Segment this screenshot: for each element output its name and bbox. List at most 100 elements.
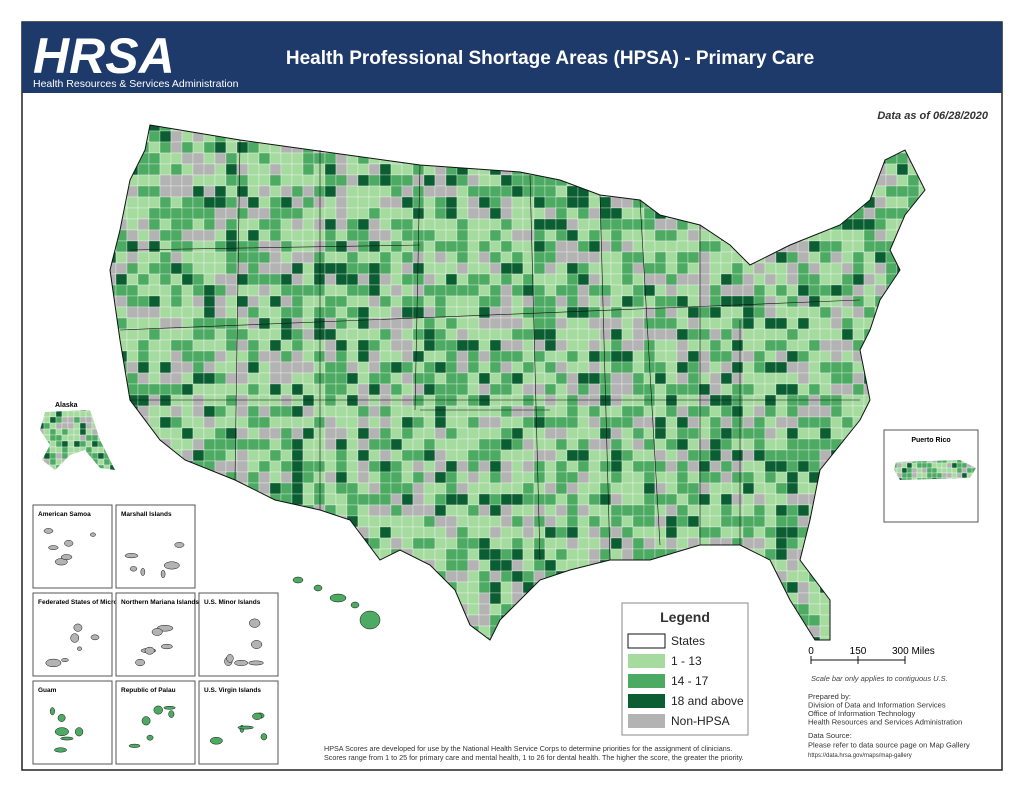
county xyxy=(544,504,557,517)
county xyxy=(753,306,766,319)
county xyxy=(203,295,216,308)
county xyxy=(434,229,447,242)
county xyxy=(500,405,513,418)
county xyxy=(500,196,513,209)
county xyxy=(533,185,546,198)
county xyxy=(676,427,689,440)
county xyxy=(434,317,447,330)
county xyxy=(170,207,183,220)
county xyxy=(236,152,249,165)
county xyxy=(775,295,788,308)
county xyxy=(863,262,876,275)
county xyxy=(676,372,689,385)
county xyxy=(522,174,535,187)
county xyxy=(500,460,513,473)
county xyxy=(55,434,63,442)
county xyxy=(192,295,205,308)
county xyxy=(797,405,810,418)
county xyxy=(500,174,513,187)
county xyxy=(302,328,315,341)
county xyxy=(709,504,722,517)
county xyxy=(291,493,304,506)
county xyxy=(192,427,205,440)
county xyxy=(731,361,744,374)
county xyxy=(302,471,315,484)
county xyxy=(346,218,359,231)
county xyxy=(654,515,667,528)
county xyxy=(926,472,933,479)
county xyxy=(181,152,194,165)
county xyxy=(819,372,832,385)
county xyxy=(841,273,854,286)
county xyxy=(379,504,392,517)
county xyxy=(643,482,656,495)
county xyxy=(445,218,458,231)
county xyxy=(170,427,183,440)
scale-label: 0 xyxy=(808,646,814,657)
county xyxy=(401,251,414,264)
county xyxy=(236,306,249,319)
county xyxy=(775,548,788,561)
county xyxy=(126,218,139,231)
county xyxy=(852,317,865,330)
county xyxy=(302,284,315,297)
county xyxy=(577,405,590,418)
county xyxy=(467,229,480,242)
county xyxy=(555,361,568,374)
county xyxy=(258,174,271,187)
county xyxy=(665,405,678,418)
county xyxy=(379,240,392,253)
county xyxy=(566,504,579,517)
county xyxy=(676,295,689,308)
county xyxy=(258,273,271,286)
county xyxy=(379,460,392,473)
county xyxy=(753,317,766,330)
county xyxy=(291,273,304,286)
county xyxy=(467,515,480,528)
county xyxy=(324,262,337,275)
county xyxy=(753,262,766,275)
county xyxy=(236,339,249,352)
county xyxy=(911,467,918,474)
county xyxy=(214,196,227,209)
county xyxy=(137,207,150,220)
county xyxy=(203,416,216,429)
county xyxy=(654,405,667,418)
county xyxy=(566,361,579,374)
county xyxy=(566,427,579,440)
county xyxy=(346,229,359,242)
county xyxy=(632,526,645,539)
county xyxy=(511,526,524,539)
county xyxy=(225,262,238,275)
county xyxy=(379,405,392,418)
county xyxy=(423,372,436,385)
county xyxy=(335,493,348,506)
county xyxy=(731,306,744,319)
county xyxy=(632,438,645,451)
county xyxy=(775,416,788,429)
county xyxy=(478,273,491,286)
county xyxy=(456,361,469,374)
island xyxy=(160,643,173,650)
county xyxy=(621,405,634,418)
county xyxy=(335,229,348,242)
county xyxy=(313,229,326,242)
county xyxy=(467,548,480,561)
county xyxy=(489,526,502,539)
county xyxy=(357,493,370,506)
county xyxy=(203,185,216,198)
county xyxy=(643,383,656,396)
county xyxy=(720,339,733,352)
county xyxy=(489,207,502,220)
county xyxy=(896,185,909,198)
county xyxy=(555,526,568,539)
county xyxy=(258,438,271,451)
county xyxy=(511,548,524,561)
county xyxy=(786,493,799,506)
county xyxy=(610,251,623,264)
county xyxy=(775,284,788,297)
county xyxy=(423,218,436,231)
county xyxy=(368,361,381,374)
county xyxy=(720,317,733,330)
county xyxy=(181,306,194,319)
